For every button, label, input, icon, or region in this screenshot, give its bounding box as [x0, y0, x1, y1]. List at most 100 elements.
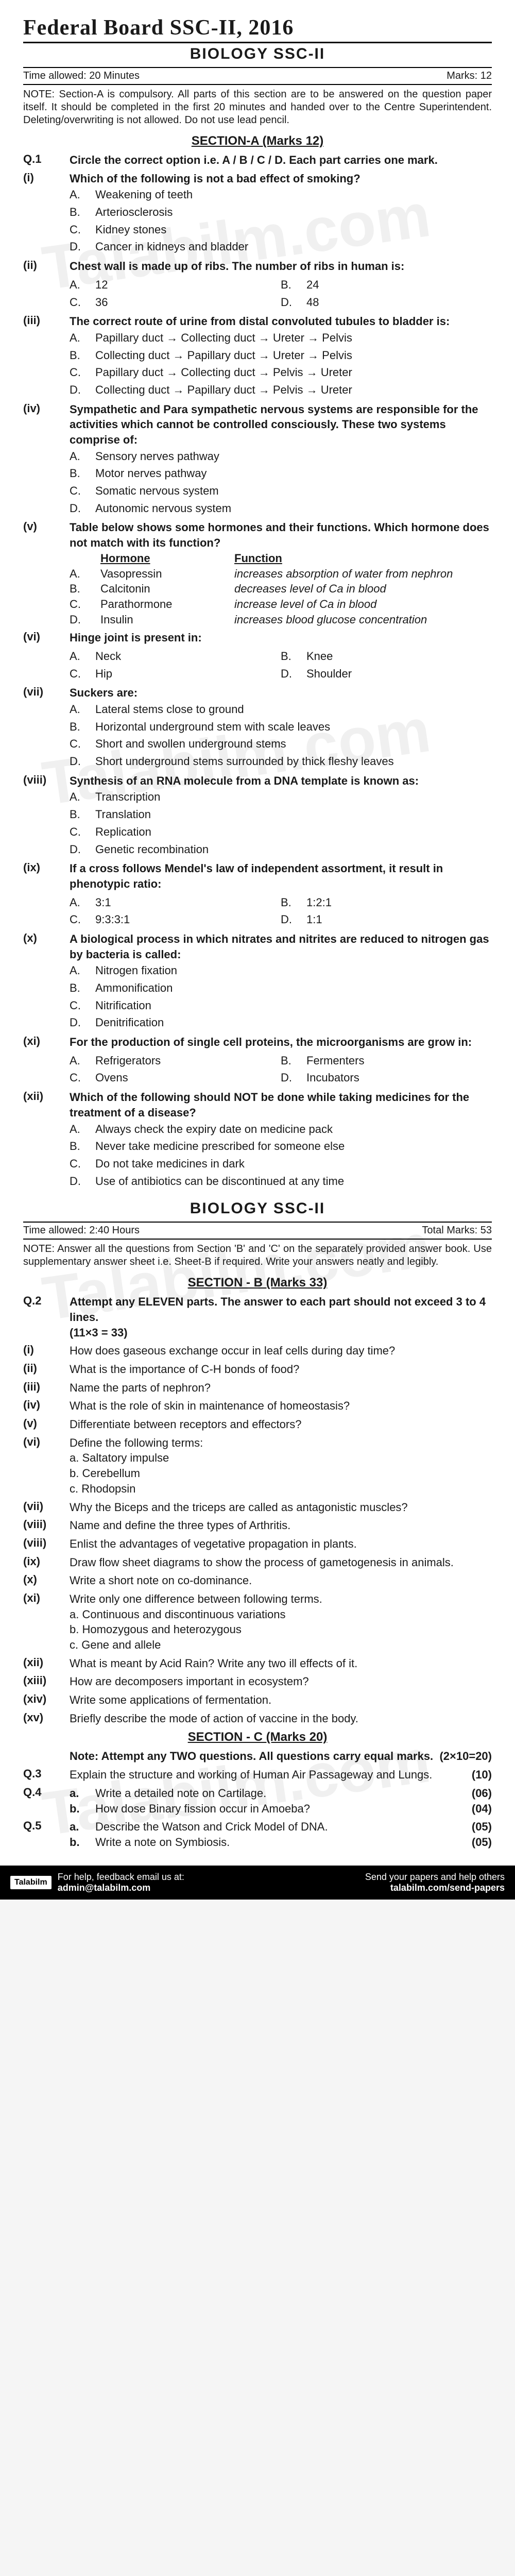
part-number: (xii): [23, 1656, 70, 1671]
part-number: (iv): [23, 1398, 70, 1414]
part-number: (ii): [23, 259, 70, 311]
q-number: Q.2: [23, 1294, 70, 1340]
mcq-part: (iv)Sympathetic and Para sympathetic ner…: [23, 402, 492, 517]
part-body: If a cross follows Mendel's law of indep…: [70, 861, 492, 928]
option: B.Knee: [281, 648, 492, 665]
part-number: (vii): [23, 685, 70, 770]
part-number: (i): [23, 171, 70, 256]
board-title: Federal Board SSC-II, 2016: [23, 15, 492, 43]
table-row: C.Parathormoneincrease level of Ca in bl…: [70, 597, 492, 612]
option: A.Neck: [70, 648, 281, 665]
option: A.12: [70, 276, 281, 294]
option: A.Always check the expiry date on medici…: [70, 1121, 492, 1138]
option: B.Arteriosclerosis: [70, 204, 492, 221]
mcq-part: (vii)Suckers are:A.Lateral stems close t…: [23, 685, 492, 770]
option: B.Ammonification: [70, 979, 492, 997]
option: C.Somatic nervous system: [70, 482, 492, 500]
part-stem: Sympathetic and Para sympathetic nervous…: [70, 402, 492, 448]
part-number: (iv): [23, 402, 70, 517]
part-stem: Hinge joint is present in:: [70, 630, 492, 646]
option: B.24: [281, 276, 492, 294]
short-q-part: (viii)Enlist the advantages of vegetativ…: [23, 1536, 492, 1552]
part-text: Why the Biceps and the triceps are calle…: [70, 1500, 492, 1515]
section-c-heading: SECTION - C (Marks 20): [23, 1730, 492, 1744]
q-body: a.Write a detailed note on Cartilage. (0…: [70, 1786, 492, 1816]
time-allowed-2: Time allowed: 2:40 Hours: [23, 1225, 140, 1236]
option: C.Hip: [70, 665, 281, 683]
part-text: Name the parts of nephron?: [70, 1380, 492, 1396]
table-head: HormoneFunction: [70, 551, 492, 566]
option: A.Refrigerators: [70, 1052, 281, 1070]
option: B.Fermenters: [281, 1052, 492, 1070]
mcq-part: (x)A biological process in which nitrate…: [23, 931, 492, 1031]
options-grid: A.3:1B.1:2:1C.9:3:3:1D.1:1: [70, 894, 492, 928]
short-q-part: (xiv)Write some applications of fermenta…: [23, 1692, 492, 1708]
option: D.Incubators: [281, 1069, 492, 1087]
part-number: (iii): [23, 314, 70, 398]
note-label: [23, 1749, 70, 1764]
part-text: Draw flow sheet diagrams to show the pro…: [70, 1555, 492, 1570]
options-grid: A.NeckB.KneeC.HipD.Shoulder: [70, 648, 492, 682]
sub-part: a.Describe the Watson and Crick Model of…: [70, 1819, 492, 1835]
option: D.1:1: [281, 911, 492, 928]
option: B.Translation: [70, 806, 492, 823]
short-q-part: (x)Write a short note on co-dominance.: [23, 1573, 492, 1588]
footer-help: For help, feedback email us at: admin@ta…: [58, 1872, 184, 1893]
sub-part: a.Write a detailed note on Cartilage. (0…: [70, 1786, 492, 1801]
option: D.Cancer in kidneys and bladder: [70, 238, 492, 256]
footer-logo: Talabilm: [10, 1876, 52, 1889]
part-text: Name and define the three types of Arthr…: [70, 1518, 492, 1533]
note-text: Note: Attempt any TWO questions. All que…: [70, 1749, 492, 1764]
footer-right: Send your papers and help others talabil…: [365, 1872, 505, 1893]
part-stem: Which of the following should NOT be don…: [70, 1090, 492, 1120]
section-a-heading: SECTION-A (Marks 12): [23, 134, 492, 148]
part-number: (vii): [23, 1500, 70, 1515]
part-stem: Which of the following is not a bad effe…: [70, 171, 492, 187]
part-stem: If a cross follows Mendel's law of indep…: [70, 861, 492, 891]
short-q-part: (v)Differentiate between receptors and e…: [23, 1417, 492, 1432]
part-body: Suckers are:A.Lateral stems close to gro…: [70, 685, 492, 770]
part-stem: The correct route of urine from distal c…: [70, 314, 492, 329]
mcq-part: (i)Which of the following is not a bad e…: [23, 171, 492, 256]
option: A.Lateral stems close to ground: [70, 701, 492, 718]
part-stem: Synthesis of an RNA molecule from a DNA …: [70, 773, 492, 789]
part-body: Sympathetic and Para sympathetic nervous…: [70, 402, 492, 517]
part-text: Differentiate between receptors and effe…: [70, 1417, 492, 1432]
option: C.Kidney stones: [70, 221, 492, 239]
note-section-b: NOTE: Answer all the questions from Sect…: [23, 1243, 492, 1268]
short-q-part: (xv)Briefly describe the mode of action …: [23, 1711, 492, 1726]
part-number: (ii): [23, 1362, 70, 1377]
option: D.Denitrification: [70, 1014, 492, 1031]
option: D.Genetic recombination: [70, 841, 492, 858]
option: B.Never take medicine prescribed for som…: [70, 1138, 492, 1155]
part-stem: Table below shows some hormones and thei…: [70, 520, 492, 550]
q2-stem: Q.2 Attempt any ELEVEN parts. The answer…: [23, 1294, 492, 1340]
option: C.Do not take medicines in dark: [70, 1155, 492, 1173]
part-stem: A biological process in which nitrates a…: [70, 931, 492, 962]
part-body: Hinge joint is present in: A.NeckB.KneeC.…: [70, 630, 492, 682]
part-number: (iii): [23, 1380, 70, 1396]
mcq-part: (ix)If a cross follows Mendel's law of i…: [23, 861, 492, 928]
part-stem: Suckers are:: [70, 685, 492, 701]
part-text: Define the following terms: a. Saltatory…: [70, 1435, 492, 1497]
part-body: The correct route of urine from distal c…: [70, 314, 492, 398]
marks-total-2: Total Marks: 53: [422, 1225, 492, 1236]
options-list: A.Sensory nerves pathwayB.Motor nerves p…: [70, 448, 492, 517]
part-text: How are decomposers important in ecosyst…: [70, 1674, 492, 1689]
part-stem: Chest wall is made up of ribs. The numbe…: [70, 259, 492, 274]
footer: Talabilm For help, feedback email us at:…: [0, 1866, 515, 1900]
long-q: Q.5a.Describe the Watson and Crick Model…: [23, 1819, 492, 1850]
option: A.3:1: [70, 894, 281, 911]
option: A.Papillary duct → Collecting duct → Ure…: [70, 329, 492, 347]
option: C.9:3:3:1: [70, 911, 281, 928]
q-number: Q.3: [23, 1767, 70, 1783]
options-list: A.Lateral stems close to groundB.Horizon…: [70, 701, 492, 770]
mcq-part: (vi)Hinge joint is present in:A.NeckB.Kn…: [23, 630, 492, 682]
option: C.36: [70, 294, 281, 311]
part-number: (xv): [23, 1711, 70, 1726]
part-body: Which of the following should NOT be don…: [70, 1090, 492, 1190]
section-c-note: Note: Attempt any TWO questions. All que…: [23, 1749, 492, 1764]
part-body: Which of the following is not a bad effe…: [70, 171, 492, 256]
part-text: Write some applications of fermentation.: [70, 1692, 492, 1708]
part-body: Table below shows some hormones and thei…: [70, 520, 492, 627]
